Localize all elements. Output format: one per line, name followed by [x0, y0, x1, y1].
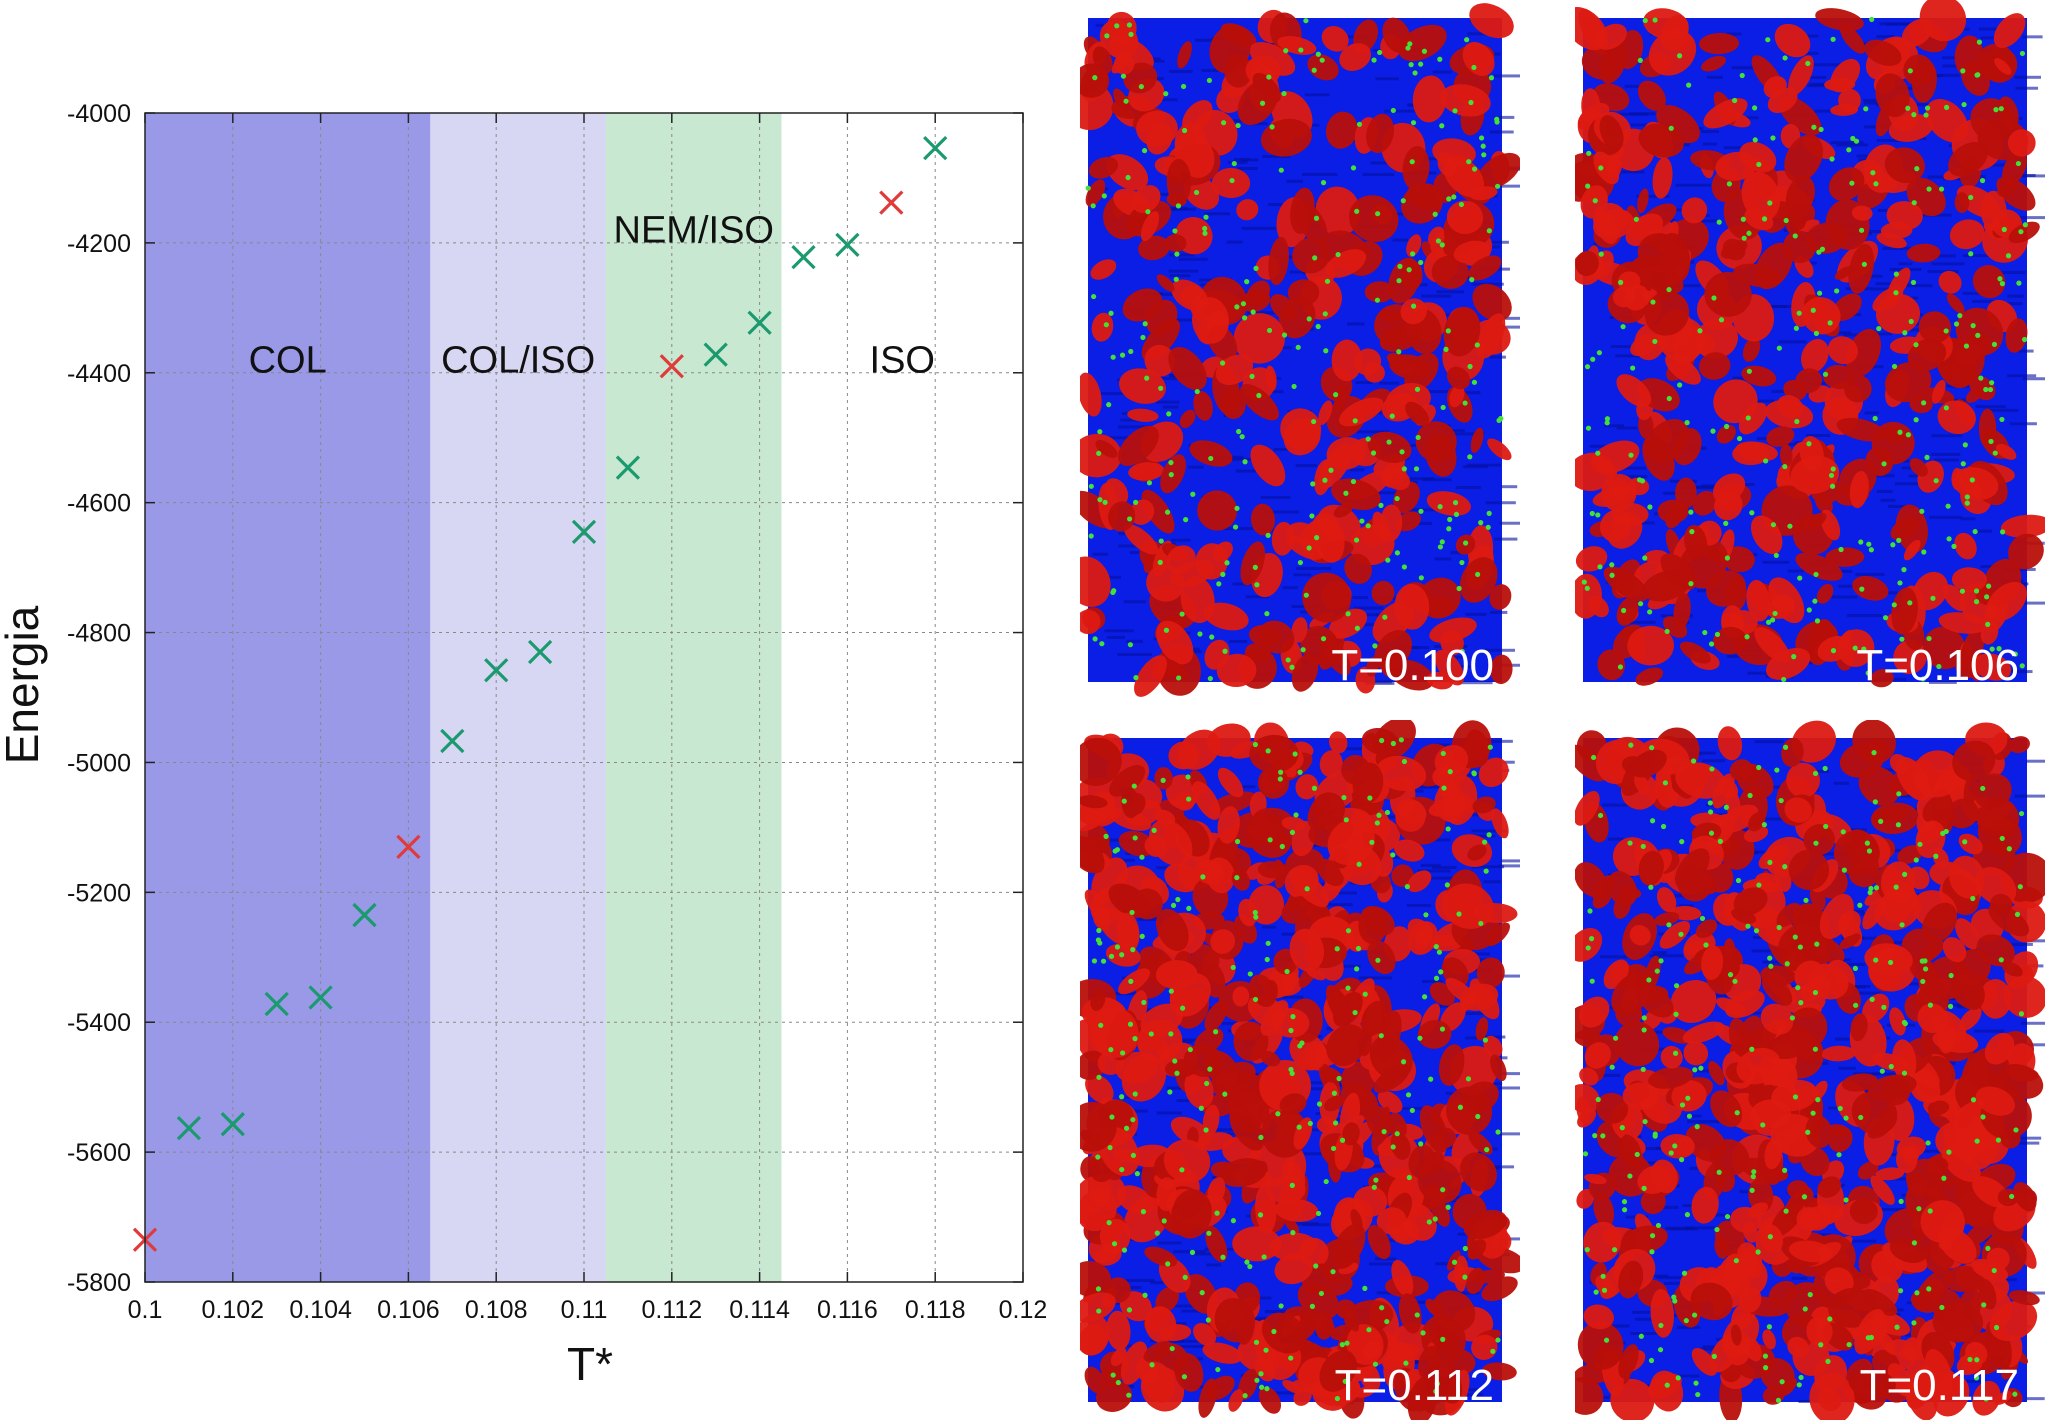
x-axis-ticks: 0.1 0.102 0.104 0.106 0.108 0.11 0.112 0.114 0.1…: [128, 113, 1048, 1324]
data-point-series-0: [440, 728, 465, 754]
snapshot-image-1: [1080, 3, 1520, 697]
phase-regions: [145, 113, 1023, 1282]
phase-region-0: [145, 113, 431, 1282]
data-point-series-0: [527, 639, 553, 665]
phase-region-label: COL/ISO: [441, 340, 595, 382]
data-points: [132, 135, 948, 1252]
snapshot-panel-4: T=0.117: [1575, 720, 2045, 1420]
snapshot-label: T=0.112: [1334, 1361, 1494, 1410]
y-tick-label: -5200: [67, 879, 131, 907]
x-tick-label: 0.1: [128, 1296, 163, 1324]
x-tick-label: 0.106: [377, 1296, 440, 1324]
snapshot-image-3: [1080, 720, 1520, 1420]
snapshot-image-4: [1575, 720, 2045, 1420]
data-point-series-0: [308, 985, 333, 1010]
data-point-series-0: [615, 455, 641, 480]
x-tick-label: 0.116: [817, 1296, 878, 1324]
phase-region-label: NEM/ISO: [614, 210, 774, 252]
snapshot-panel-3: T=0.112: [1080, 720, 1520, 1420]
phase-region-label: COL: [249, 340, 327, 382]
y-tick-label: -4200: [67, 230, 131, 258]
y-tick-label: -5600: [67, 1139, 131, 1167]
phase-region-3: [781, 113, 1023, 1282]
snapshot-label: T=0.106: [1856, 641, 2019, 690]
snapshot-label: T=0.117: [1859, 1361, 2019, 1410]
x-tick-label: 0.112: [641, 1296, 702, 1324]
x-tick-label: 0.114: [729, 1296, 790, 1324]
data-point-series-0: [176, 1115, 202, 1141]
phase-region-1: [430, 113, 606, 1282]
data-point-series-0: [484, 658, 509, 683]
data-point-series-0: [352, 902, 377, 928]
x-tick-label: 0.104: [289, 1296, 352, 1324]
data-point-series-0: [264, 991, 289, 1017]
x-tick-label: 0.12: [999, 1296, 1048, 1324]
grid: [145, 113, 1023, 1282]
x-tick-label: 0.102: [202, 1296, 265, 1324]
data-point-series-0: [791, 245, 816, 270]
data-point-series-1: [659, 354, 684, 379]
y-axis-ticks: -5800 -5600 -5400 -5200 -5000 -4800 -4600 -4400…: [67, 100, 1023, 1297]
y-tick-label: -5000: [67, 749, 131, 777]
x-axis-label: T*: [567, 1338, 613, 1390]
phase-region-label: ISO: [870, 340, 935, 382]
phase-region-2: [605, 113, 782, 1282]
data-point-series-0: [220, 1112, 245, 1137]
y-tick-label: -4600: [67, 490, 131, 518]
data-point-series-0: [747, 310, 772, 335]
snapshot-panel-2: T=0.106: [1575, 0, 2045, 700]
x-tick-label: 0.11: [561, 1296, 608, 1324]
snapshot-image-2: [1575, 0, 2045, 688]
snapshot-panel-1: T=0.100: [1080, 0, 1520, 700]
y-tick-label: -5800: [67, 1269, 131, 1297]
data-point-series-1: [396, 834, 421, 860]
data-point-series-0: [923, 135, 948, 161]
snapshot-label: T=0.100: [1331, 641, 1494, 690]
phase-region-labels: COL COL/ISO NEM/ISO ISO: [249, 210, 935, 382]
x-tick-label: 0.108: [465, 1296, 528, 1324]
data-point-series-0: [571, 519, 597, 545]
data-point-series-0: [703, 342, 728, 367]
y-tick-label: -4000: [67, 100, 131, 128]
data-point-series-1: [879, 190, 904, 215]
y-tick-label: -4800: [67, 620, 131, 648]
y-tick-label: -4400: [67, 360, 131, 388]
y-axis-label: Energia: [0, 605, 48, 764]
x-tick-label: 0.118: [905, 1296, 966, 1324]
y-tick-label: -5400: [67, 1009, 131, 1037]
data-point-series-0: [835, 232, 860, 257]
